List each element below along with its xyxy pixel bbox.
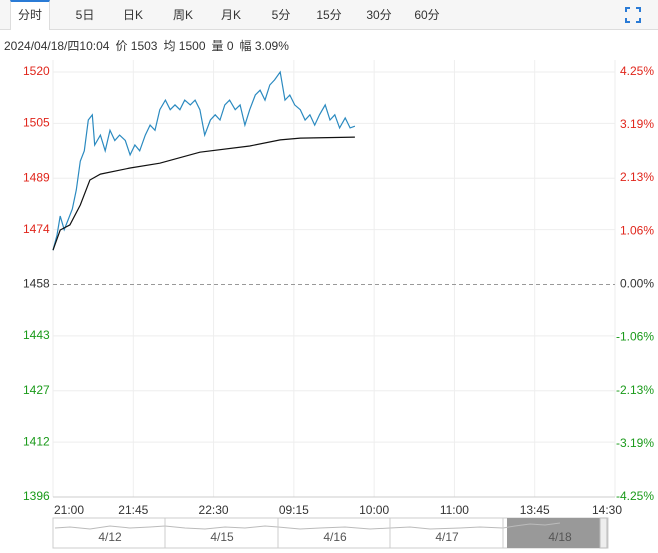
navigator: 4/12 4/15 4/16 4/17 4/18 xyxy=(52,517,609,549)
tab[interactable]: 日K xyxy=(122,8,143,22)
info-item: 幅 3.09% xyxy=(239,39,289,53)
y2-tick-label: 1.06% xyxy=(620,224,654,238)
y-tick-label: 1520 xyxy=(23,64,50,78)
x-tick-label: 10:00 xyxy=(359,503,389,517)
y2-tick-label: -3.19% xyxy=(616,436,654,450)
info-item: 2024/04/18/四10:04 xyxy=(4,39,110,53)
tab[interactable]: 30分 xyxy=(366,8,392,22)
y-tick-label: 1458 xyxy=(23,277,50,291)
navigator-label: 4/18 xyxy=(548,530,572,544)
navigator-label: 4/16 xyxy=(323,530,347,544)
navigator-handle[interactable] xyxy=(599,517,608,549)
y-tick-label: 1489 xyxy=(23,170,50,184)
y2-tick-label: 0.00% xyxy=(620,277,654,291)
y2-tick-label: -1.06% xyxy=(616,330,654,344)
x-tick-label: 11:00 xyxy=(440,503,469,517)
y-tick-label: 1474 xyxy=(23,222,50,236)
tab[interactable]: 分时 xyxy=(10,0,50,30)
info-item: 价 1503 xyxy=(115,39,158,53)
y2-tick-label: 3.19% xyxy=(620,117,654,131)
tab[interactable]: 周K xyxy=(172,8,193,22)
y-tick-label: 1427 xyxy=(23,383,50,397)
grid xyxy=(52,60,616,498)
x-tick-label: 22:30 xyxy=(199,503,229,517)
y2-tick-label: -2.13% xyxy=(616,383,654,397)
tab[interactable]: 月K xyxy=(220,8,241,22)
info-line: 2024/04/18/四10:04 价 1503 均 1500 量 0 幅 3.09% xyxy=(4,37,295,54)
x-tick-label: 21:45 xyxy=(118,503,148,517)
x-tick-label: 14:30 xyxy=(592,503,622,517)
navigator-label: 4/17 xyxy=(435,530,459,544)
y2-tick-label: 2.13% xyxy=(620,170,654,184)
tab[interactable]: 5日 xyxy=(75,8,95,22)
y2-tick-label: 4.25% xyxy=(620,64,654,78)
price-line xyxy=(52,136,355,251)
y-tick-label: 1396 xyxy=(23,489,50,503)
tab-bar: 分时 5日 日K 周K 月K 5分 15分 30分 60分 xyxy=(0,0,658,30)
info-item: 量 0 xyxy=(211,39,234,53)
info-item: 均 1500 xyxy=(163,39,206,53)
y-tick-label: 1505 xyxy=(23,116,50,130)
navigator-label: 4/12 xyxy=(98,530,122,544)
price-line xyxy=(52,70,356,251)
tab[interactable]: 5分 xyxy=(271,8,291,22)
y-tick-label: 1412 xyxy=(23,434,50,448)
y2-tick-label: -4.25% xyxy=(616,489,654,503)
x-tick-label: 21:00 xyxy=(54,503,84,517)
navigator-window[interactable] xyxy=(507,518,600,548)
y-tick-label: 1443 xyxy=(23,328,50,342)
tab[interactable]: 60分 xyxy=(414,8,440,22)
navigator-label: 4/15 xyxy=(210,530,234,544)
x-tick-label: 09:15 xyxy=(279,503,309,517)
x-tick-label: 13:45 xyxy=(520,503,550,517)
fullscreen-icon[interactable] xyxy=(625,7,641,23)
tab[interactable]: 15分 xyxy=(316,8,342,22)
